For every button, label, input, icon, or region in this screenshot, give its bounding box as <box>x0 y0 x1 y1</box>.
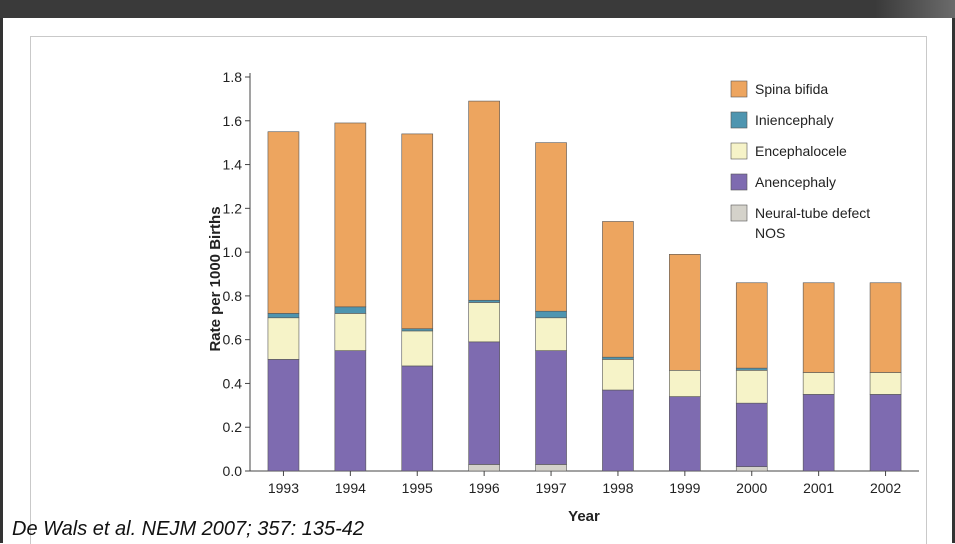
bar-segment-iniencephaly-1993 <box>267 313 300 319</box>
bar-segment-encephalocele-2000 <box>735 370 768 404</box>
bar-segment-iniencephaly-2000 <box>735 367 768 371</box>
bar-segment-iniencephaly-1998 <box>602 356 634 360</box>
x-tick-label-1994: 1994 <box>335 480 366 496</box>
legend-swatch-anencephaly <box>730 173 748 191</box>
bar-segment-spina_bifida-1997 <box>535 142 567 312</box>
y-tick-label-6: 1.2 <box>223 200 243 216</box>
bar-segment-encephalocele-2002 <box>869 372 902 395</box>
bar-segment-encephalocele-1996 <box>468 302 500 343</box>
y-tick-label-2: 0.4 <box>223 375 243 391</box>
y-tick-label-1: 0.2 <box>223 419 243 435</box>
x-tick-label-2002: 2002 <box>870 480 901 496</box>
bar-segment-encephalocele-1997 <box>535 317 567 351</box>
x-tick-label-1993: 1993 <box>268 480 299 496</box>
bar-segment-iniencephaly-1995 <box>401 328 434 332</box>
chart-panel: 0.0 0.2 0.4 0.6 0.8 1.0 1.2 1.4 1.6 1.8 Rate per 1… <box>30 36 927 544</box>
y-tick-label-9: 1.8 <box>223 69 243 85</box>
bar-segment-nos-1996 <box>468 464 500 472</box>
y-axis-title: Rate per 1000 Births <box>207 206 224 351</box>
bar-segment-spina_bifida-2000 <box>735 282 768 369</box>
bar-segment-anencephaly-2002 <box>869 394 902 472</box>
bar-segment-nos-1997 <box>535 464 567 472</box>
bar-segment-anencephaly-2001 <box>802 394 835 472</box>
x-tick-label-2000: 2000 <box>736 480 767 496</box>
top-bar <box>0 0 955 18</box>
bar-segment-spina_bifida-2002 <box>869 282 902 373</box>
x-tick-label-1996: 1996 <box>469 480 500 496</box>
legend-label-anencephaly: Anencephaly <box>755 174 836 190</box>
x-tick-label-1997: 1997 <box>535 480 566 496</box>
bar-segment-anencephaly-1995 <box>401 365 434 472</box>
bar-segment-anencephaly-1997 <box>535 350 567 465</box>
bar-segment-spina_bifida-2001 <box>802 282 835 373</box>
x-tick-label-1999: 1999 <box>669 480 700 496</box>
bar-segment-encephalocele-1999 <box>669 370 701 397</box>
bar-segment-anencephaly-1996 <box>468 341 500 465</box>
bar-segment-iniencephaly-1997 <box>535 310 567 319</box>
slide-frame <box>0 18 955 543</box>
x-tick-label-1995: 1995 <box>402 480 433 496</box>
bar-segment-spina_bifida-1996 <box>468 100 500 301</box>
bar-segment-anencephaly-1998 <box>602 389 634 472</box>
bar-segment-spina_bifida-1998 <box>602 221 634 358</box>
bar-segment-anencephaly-1993 <box>267 359 300 472</box>
x-tick-label-2001: 2001 <box>803 480 834 496</box>
legend-swatch-iniencephaly <box>730 111 748 129</box>
legend-swatch-encephalocele <box>730 142 748 160</box>
top-bar-accent <box>875 0 955 18</box>
citation-text: De Wals et al. NEJM 2007; 357: 135-42 <box>12 518 365 540</box>
bar-segment-nos-2000 <box>735 466 768 472</box>
bar-segment-anencephaly-2000 <box>735 402 768 467</box>
y-tick-label-8: 1.6 <box>223 113 243 129</box>
bar-segment-anencephaly-1999 <box>669 396 701 472</box>
y-tick-label-4: 0.8 <box>223 288 243 304</box>
bar-segment-spina_bifida-1994 <box>334 122 367 308</box>
bar-segment-iniencephaly-1996 <box>468 299 500 303</box>
legend-label-nos: Neural-tube defect NOS <box>755 205 870 241</box>
y-tick-label-7: 1.4 <box>223 157 243 173</box>
bar-segment-encephalocele-1993 <box>267 317 300 360</box>
bar-segment-encephalocele-2001 <box>802 372 835 395</box>
bar-segment-anencephaly-1994 <box>334 350 367 472</box>
x-tick-label-1998: 1998 <box>602 480 633 496</box>
legend-label-encephalocele: Encephalocele <box>755 143 847 159</box>
legend-label-spina_bifida: Spina bifida <box>755 81 828 97</box>
bar-segment-spina_bifida-1999 <box>669 254 701 371</box>
stacked-bar-chart: 0.0 0.2 0.4 0.6 0.8 1.0 1.2 1.4 1.6 1.8 Rate per 1… <box>207 69 919 525</box>
legend-label-iniencephaly: Iniencephaly <box>755 112 834 128</box>
bar-segment-spina_bifida-1995 <box>401 133 434 330</box>
bar-segment-encephalocele-1998 <box>602 359 634 391</box>
legend-swatch-nos <box>730 204 748 222</box>
bar-segment-encephalocele-1995 <box>401 330 434 367</box>
bar-segment-iniencephaly-1994 <box>334 306 367 314</box>
bar-segment-spina_bifida-1993 <box>267 131 300 314</box>
y-tick-label-0: 0.0 <box>223 463 243 479</box>
y-tick-label-5: 1.0 <box>223 244 243 260</box>
y-tick-label-3: 0.6 <box>223 332 243 348</box>
bar-segment-encephalocele-1994 <box>334 313 367 351</box>
legend-swatch-spina_bifida <box>730 80 748 98</box>
x-axis-title: Year <box>568 508 600 525</box>
